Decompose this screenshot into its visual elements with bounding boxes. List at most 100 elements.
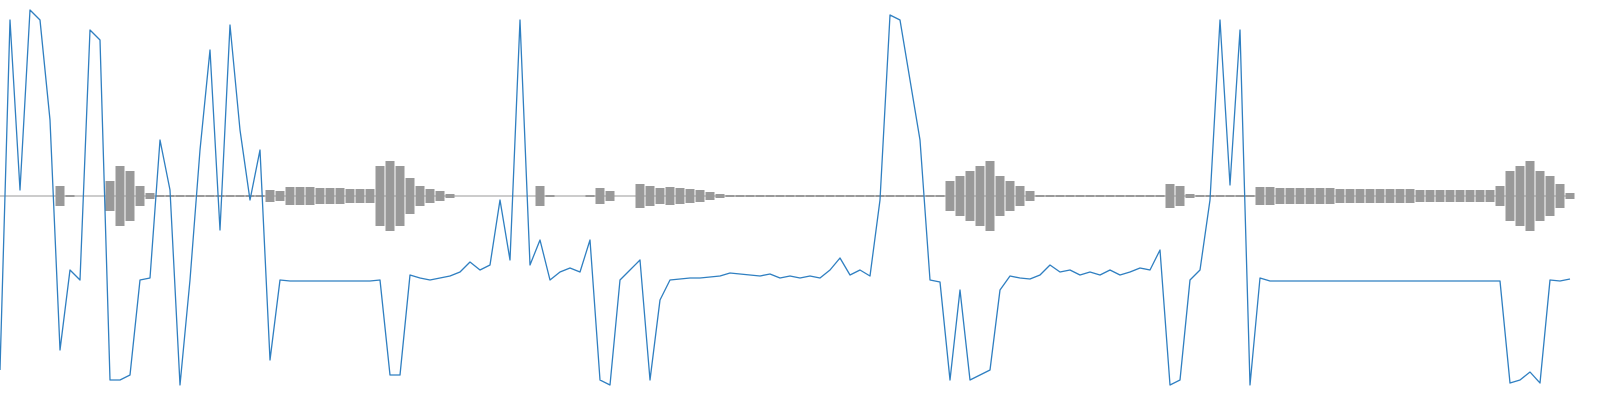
waveform-segment (1185, 194, 1195, 198)
waveform-segment (1245, 195, 1255, 197)
waveform-segment (355, 189, 365, 203)
waveform-segment (665, 187, 675, 205)
waveform-segment (215, 195, 225, 197)
waveform-segment (715, 194, 725, 198)
waveform-segment (845, 195, 855, 197)
waveform-segment (1315, 188, 1325, 204)
waveform-segment (225, 195, 235, 197)
waveform-segment (865, 195, 875, 197)
waveform-segment (975, 166, 985, 226)
waveform-segment (255, 195, 265, 197)
waveform-segment (1545, 176, 1555, 216)
waveform-segment (755, 195, 765, 197)
waveform-segment (955, 176, 965, 216)
waveform-segment (695, 190, 705, 202)
waveform-segment (1295, 188, 1305, 204)
waveform-segment (1345, 189, 1355, 203)
waveform-segment (305, 187, 315, 205)
waveform-segment (345, 189, 355, 203)
waveform-segment (795, 195, 805, 197)
waveform-segment (1105, 195, 1115, 197)
waveform-segment (655, 188, 665, 204)
waveform-segment (1145, 195, 1155, 197)
waveform-segment (1045, 195, 1055, 197)
waveform-segment (1325, 188, 1335, 204)
waveform-segment (1125, 195, 1135, 197)
waveform-segment (295, 187, 305, 205)
waveform-segment (1565, 193, 1575, 199)
waveform-segment (915, 195, 925, 197)
waveform-segment (1015, 186, 1025, 206)
waveform-segment (175, 195, 185, 197)
waveform-segment (265, 190, 275, 202)
waveform-segment (1135, 195, 1145, 197)
waveform-segment (1075, 195, 1085, 197)
waveform-segment (1455, 190, 1465, 202)
waveform-segment (1495, 186, 1505, 206)
waveform-segment (1255, 187, 1265, 205)
waveform-segment (595, 188, 605, 204)
waveform-segment (1005, 181, 1015, 211)
waveform-segment (1155, 195, 1165, 197)
waveform-segment (705, 192, 715, 200)
waveform-segment (825, 195, 835, 197)
waveform-segment (185, 195, 195, 197)
waveform-segment (1215, 195, 1225, 197)
waveform-segment (155, 195, 165, 197)
waveform-segment (1365, 189, 1375, 203)
waveform-segment (645, 186, 655, 206)
waveform-segment (125, 171, 135, 221)
waveform-segment (195, 195, 205, 197)
waveform-segment (375, 166, 385, 226)
waveform-segment (425, 189, 435, 203)
waveform-segment (1285, 188, 1295, 204)
waveform-segment (1385, 189, 1395, 203)
waveform-segment (545, 195, 555, 197)
waveform-segment (1305, 188, 1315, 204)
waveform-segment (765, 195, 775, 197)
waveform-segment (1235, 195, 1245, 197)
waveform-segment (1435, 190, 1445, 202)
waveform-segment (675, 188, 685, 204)
waveform-segment (1195, 195, 1205, 197)
waveform-segment (1275, 188, 1285, 204)
waveform-segment (1165, 184, 1175, 208)
waveform-segment (315, 188, 325, 204)
waveform-segment (895, 195, 905, 197)
waveform-segment (1395, 189, 1405, 203)
waveform-segment (365, 189, 375, 203)
waveform-segment (785, 195, 795, 197)
waveform-segment (445, 194, 455, 198)
waveform-segment (135, 186, 145, 206)
waveform-segment (1475, 190, 1485, 202)
waveform-segment (945, 181, 955, 211)
waveform-segment (1055, 195, 1065, 197)
waveform-segment (1095, 195, 1105, 197)
waveform-segment (735, 195, 745, 197)
waveform-segment (605, 191, 615, 201)
waveform-segment (535, 186, 545, 206)
waveform-segment (805, 195, 815, 197)
waveform-segment (775, 195, 785, 197)
waveform-segment (235, 195, 245, 197)
waveform-segment (145, 193, 155, 199)
waveform-segment (1425, 190, 1435, 202)
waveform-segment (815, 195, 825, 197)
waveform-segment (1065, 195, 1075, 197)
waveform-segment (1355, 189, 1365, 203)
waveform-segment (1485, 190, 1495, 202)
waveform-segment (965, 171, 975, 221)
waveform-segment (835, 195, 845, 197)
waveform-segment (285, 187, 295, 205)
waveform-segment (205, 195, 215, 197)
waveform-segment (1335, 189, 1345, 203)
waveform-segment (1265, 187, 1275, 205)
waveform-segment (905, 195, 915, 197)
waveform-segment (1175, 186, 1185, 206)
waveform-segment (685, 189, 695, 203)
waveform-segment (1115, 195, 1125, 197)
waveform-segment (585, 195, 595, 197)
waveform-segment (1515, 166, 1525, 226)
